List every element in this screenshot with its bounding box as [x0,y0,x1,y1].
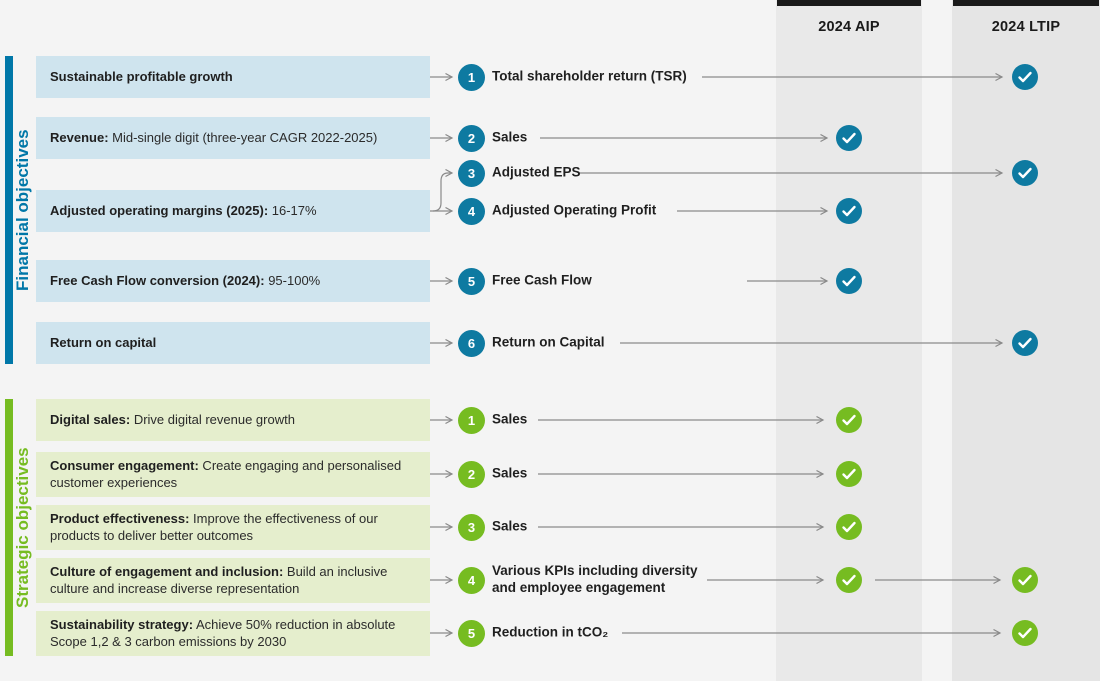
aip-column-top-bar [777,0,921,6]
kpi-number-badge: 2 [458,460,485,488]
ltip-column-header: 2024 LTIP [991,19,1061,35]
ltip-check-icon [1012,567,1038,593]
aip-check-icon [836,198,862,224]
kpi-number-badge: 4 [458,566,485,594]
ltip-column-top-bar [953,0,1099,6]
objective-box: Culture of engagement and inclusion: Bui… [36,558,430,603]
aip-check-icon [836,514,862,540]
kpi-number-badge: 3 [458,159,485,187]
objective-box: Free Cash Flow conversion (2024): 95-100… [36,260,430,302]
ltip-check-icon [1012,620,1038,646]
kpi-label: Various KPIs including diversity and emp… [492,563,698,595]
objective-box: Return on capital [36,322,430,364]
kpi-label: Return on Capital [492,334,605,350]
aip-check-icon [836,125,862,151]
aip-check-icon [836,567,862,593]
kpi-number-badge: 5 [458,619,485,647]
aip-check-icon [836,268,862,294]
objective-box: Consumer engagement: Create engaging and… [36,452,430,497]
arrow-branch-line [432,173,452,212]
ltip-check-icon [1012,64,1038,90]
objective-box: Adjusted operating margins (2025): 16-17… [36,190,430,232]
objective-box: Product effectiveness: Improve the effec… [36,505,430,550]
kpi-label: Adjusted EPS [492,164,581,180]
kpi-label: Sales [492,129,528,145]
kpi-label: Total shareholder return (TSR) [492,68,687,84]
kpi-label: Reduction in tCO₂ [492,624,609,640]
aip-column-header: 2024 AIP [818,19,880,35]
kpi-number-badge: 5 [458,267,485,295]
strategic-section-bar [5,399,13,656]
kpi-label: Sales [492,411,528,427]
kpi-number-badge: 2 [458,124,485,152]
kpi-number-badge: 6 [458,329,485,357]
kpi-label: Adjusted Operating Profit [492,202,657,218]
objective-box: Sustainable profitable growth [36,56,430,98]
aip-check-icon [836,407,862,433]
financial-section-bar [5,56,13,364]
kpi-number-badge: 1 [458,63,485,91]
kpi-number-badge: 4 [458,197,485,225]
kpi-number-badge: 3 [458,513,485,541]
kpi-label: Sales [492,465,528,481]
objective-box: Sustainability strategy: Achieve 50% red… [36,611,430,656]
objective-box: Digital sales: Drive digital revenue gro… [36,399,430,441]
kpi-number-badge: 1 [458,406,485,434]
ltip-check-icon [1012,160,1038,186]
ltip-check-icon [1012,330,1038,356]
kpi-label: Free Cash Flow [492,272,592,288]
kpi-label: Sales [492,518,528,534]
objective-box: Revenue: Mid-single digit (three-year CA… [36,117,430,159]
aip-check-icon [836,461,862,487]
